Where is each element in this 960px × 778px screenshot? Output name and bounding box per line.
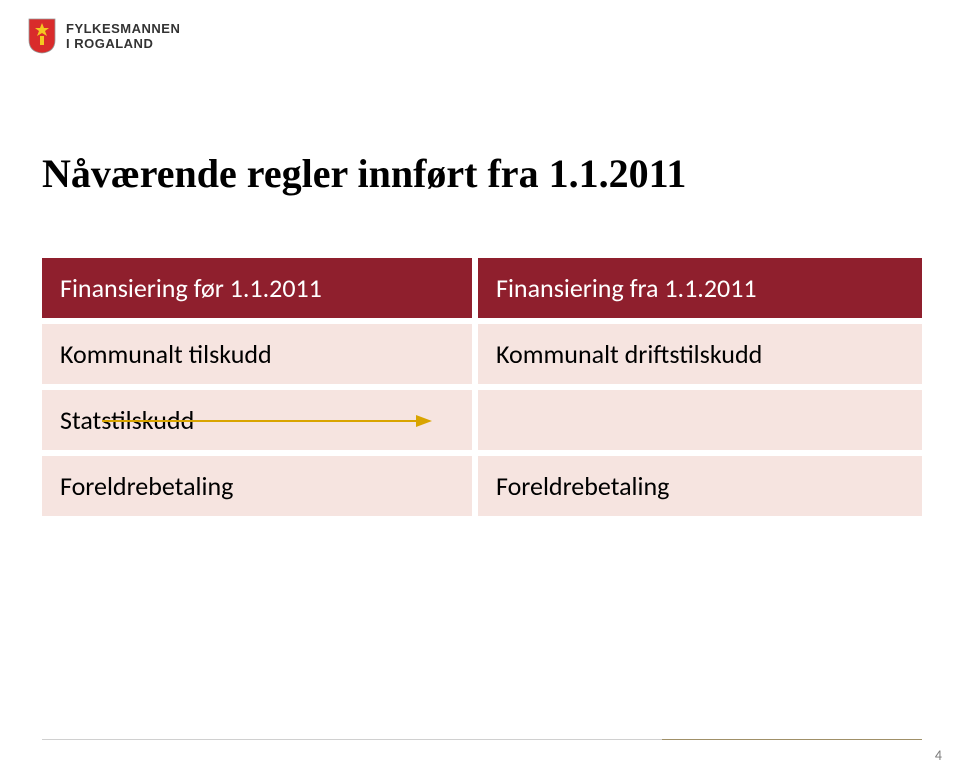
table-row: Foreldrebetaling Foreldrebetaling [42,450,922,516]
org-line2: I ROGALAND [66,36,180,51]
page-title: Nåværende regler innført fra 1.1.2011 [42,150,686,197]
header-left: Finansiering før 1.1.2011 [42,258,472,318]
footer-divider [42,739,922,740]
org-line1: FYLKESMANNEN [66,21,180,36]
table-row: Statstilskudd [42,384,922,450]
cell-left-0: Kommunalt tilskudd [42,324,472,384]
cell-right-1 [478,390,922,450]
cell-right-0: Kommunalt driftstilskudd [478,324,922,384]
table-header-row: Finansiering før 1.1.2011 Finansiering f… [42,258,922,318]
header-right: Finansiering fra 1.1.2011 [478,258,922,318]
crest-icon [28,18,56,54]
cell-left-2: Foreldrebetaling [42,456,472,516]
cell-left-1: Statstilskudd [42,390,472,450]
page-number: 4 [935,747,942,764]
comparison-table: Finansiering før 1.1.2011 Finansiering f… [42,258,922,516]
cell-right-2: Foreldrebetaling [478,456,922,516]
arrow-icon [102,412,432,430]
org-name: FYLKESMANNEN I ROGALAND [66,21,180,51]
table-row: Kommunalt tilskudd Kommunalt driftstilsk… [42,318,922,384]
header-logo-area: FYLKESMANNEN I ROGALAND [28,18,180,54]
